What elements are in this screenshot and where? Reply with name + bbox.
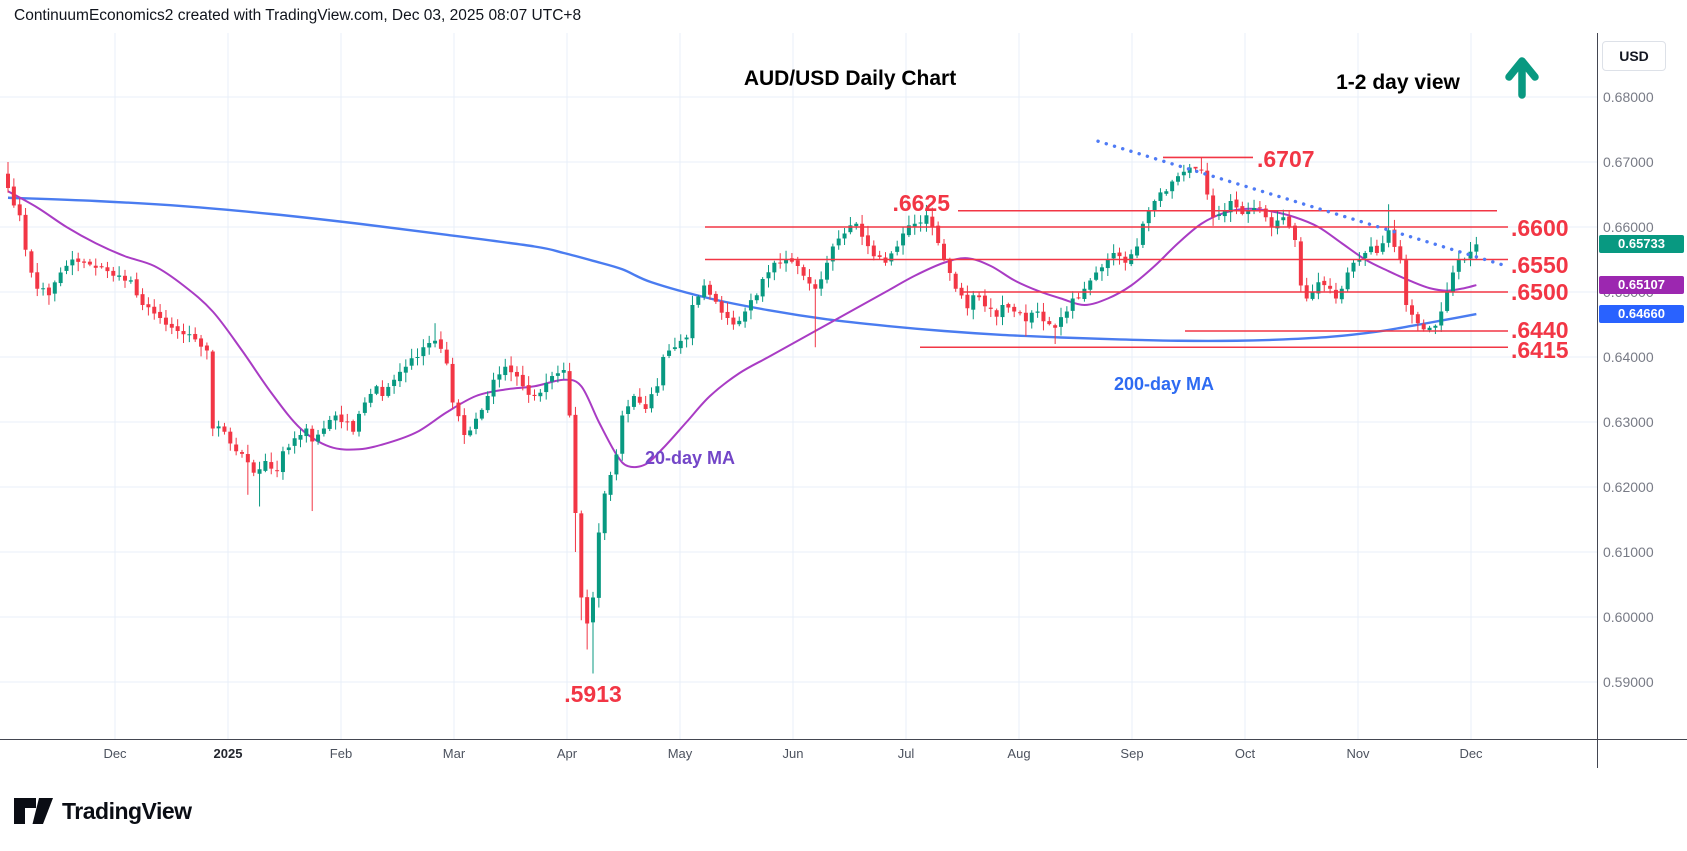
price-scale-label: 0.59000 — [1603, 674, 1654, 690]
tradingview-logo-text: TradingView — [62, 797, 192, 824]
tradingview-logo-icon — [14, 798, 53, 824]
ma20-label: 20-day MA — [645, 448, 736, 468]
time-scale-label: Sep — [1120, 746, 1144, 761]
price-scale-label: 0.64000 — [1603, 349, 1654, 365]
level-label: .6707 — [1257, 146, 1315, 173]
ma200-label: 200-day MA — [1114, 374, 1215, 394]
time-scale-label: 2025 — [213, 746, 243, 761]
price-scale-label: 0.68000 — [1603, 89, 1654, 105]
price-scale-label: 0.63000 — [1603, 414, 1654, 430]
chart-title: AUD/USD Daily Chart — [743, 67, 957, 90]
level-label: .6440 — [1511, 317, 1569, 343]
price-scale-label: 0.60000 — [1603, 609, 1654, 625]
price-scale-label: 0.67000 — [1603, 154, 1654, 170]
time-scale-label: Nov — [1346, 746, 1370, 761]
currency-button[interactable]: USD — [1602, 41, 1666, 71]
time-scale-label: Apr — [556, 746, 578, 761]
price-scale[interactable]: 0.680000.670000.660000.650000.640000.630… — [1598, 33, 1687, 740]
ma20-line — [7, 190, 1477, 469]
time-scale-label: Dec — [1459, 746, 1483, 761]
crash-low-label: .5913 — [564, 681, 622, 707]
price-scale-label: 0.62000 — [1603, 479, 1654, 495]
level-label: .6600 — [1511, 215, 1569, 241]
level-label: .6550 — [1511, 251, 1569, 278]
candles-series — [6, 157, 1479, 674]
time-scale-label: Aug — [1007, 746, 1031, 761]
price-tag: 0.64660 — [1599, 305, 1684, 324]
level-label: .6415 — [1511, 337, 1569, 364]
price-scale-label: 0.66000 — [1603, 219, 1654, 235]
price-tag: 0.65733 — [1599, 235, 1684, 254]
level-label: .6500 — [1511, 279, 1569, 305]
price-scale-label: 0.61000 — [1603, 544, 1654, 560]
time-scale[interactable]: Dec 2025 Feb Mar Apr May Jun Jul Aug Sep Oct Nov Dec — [0, 740, 1687, 768]
time-scale-label: Jun — [782, 746, 804, 761]
price-tag: 0.65107 — [1599, 276, 1684, 295]
time-scale-label: Dec — [103, 746, 127, 761]
time-scale-label: Oct — [1234, 746, 1256, 761]
view-note: 1-2 day view — [1336, 71, 1460, 94]
ma200-line — [7, 196, 1477, 343]
time-scale-label: Mar — [442, 746, 466, 761]
attribution-text: ContinuumEconomics2 created with Trading… — [14, 7, 582, 24]
trendline-dotted — [1096, 139, 1504, 267]
time-scale-label: May — [667, 746, 693, 761]
level-label: .6625 — [892, 189, 950, 216]
tradingview-logo[interactable]: TradingView — [13, 797, 192, 825]
time-scale-label: Feb — [329, 746, 353, 761]
up-arrow-icon — [1505, 57, 1539, 99]
time-scale-label: Jul — [897, 746, 915, 761]
